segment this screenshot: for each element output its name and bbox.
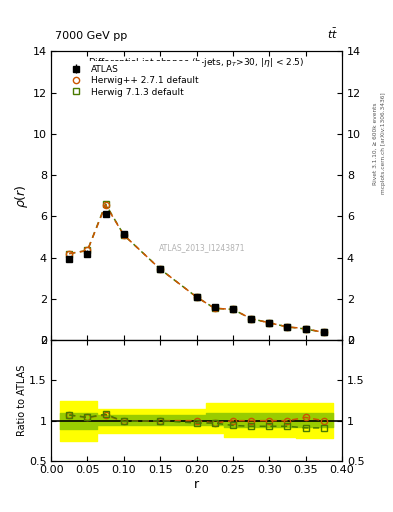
Herwig++ 2.7.1 default xyxy=(67,250,72,257)
Herwig++ 2.7.1 default xyxy=(267,319,272,326)
Text: Differential jet shape$\rho$ (b-jets, p$_T$>30, $|\eta|$ < 2.5): Differential jet shape$\rho$ (b-jets, p$… xyxy=(88,55,305,69)
Line: Herwig++ 2.7.1 default: Herwig++ 2.7.1 default xyxy=(66,202,327,335)
Herwig 7.1.3 default xyxy=(212,305,217,311)
Text: mcplots.cern.ch [arXiv:1306.3436]: mcplots.cern.ch [arXiv:1306.3436] xyxy=(381,93,386,194)
Text: 7000 GeV pp: 7000 GeV pp xyxy=(55,31,127,41)
Herwig 7.1.3 default xyxy=(67,250,72,257)
Herwig++ 2.7.1 default xyxy=(231,306,235,312)
Line: Herwig 7.1.3 default: Herwig 7.1.3 default xyxy=(66,201,327,335)
Herwig++ 2.7.1 default xyxy=(85,247,90,253)
Text: Rivet 3.1.10, ≥ 600k events: Rivet 3.1.10, ≥ 600k events xyxy=(373,102,378,185)
Herwig++ 2.7.1 default xyxy=(249,315,253,322)
Herwig 7.1.3 default xyxy=(321,329,326,335)
Herwig 7.1.3 default xyxy=(158,266,163,272)
Herwig 7.1.3 default xyxy=(121,232,126,238)
Herwig 7.1.3 default xyxy=(285,324,290,330)
Text: $t\bar{t}$: $t\bar{t}$ xyxy=(327,27,338,41)
Herwig++ 2.7.1 default xyxy=(158,266,163,272)
Herwig++ 2.7.1 default xyxy=(103,202,108,208)
Herwig 7.1.3 default xyxy=(85,247,90,253)
Herwig++ 2.7.1 default xyxy=(321,329,326,335)
Herwig 7.1.3 default xyxy=(194,294,199,300)
Herwig++ 2.7.1 default xyxy=(212,305,217,311)
Text: ATLAS_2013_I1243871: ATLAS_2013_I1243871 xyxy=(159,243,246,252)
Y-axis label: $\rho(r)$: $\rho(r)$ xyxy=(13,184,30,208)
Legend: ATLAS, Herwig++ 2.7.1 default, Herwig 7.1.3 default: ATLAS, Herwig++ 2.7.1 default, Herwig 7.… xyxy=(61,61,202,100)
Herwig 7.1.3 default xyxy=(303,326,308,332)
Herwig 7.1.3 default xyxy=(249,315,253,322)
Herwig 7.1.3 default xyxy=(231,306,235,312)
Herwig++ 2.7.1 default xyxy=(194,294,199,300)
X-axis label: r: r xyxy=(194,478,199,490)
Herwig++ 2.7.1 default xyxy=(285,324,290,330)
Herwig++ 2.7.1 default xyxy=(121,232,126,238)
Herwig 7.1.3 default xyxy=(103,201,108,207)
Herwig 7.1.3 default xyxy=(267,319,272,326)
Y-axis label: Ratio to ATLAS: Ratio to ATLAS xyxy=(17,365,26,436)
Herwig++ 2.7.1 default xyxy=(303,326,308,332)
